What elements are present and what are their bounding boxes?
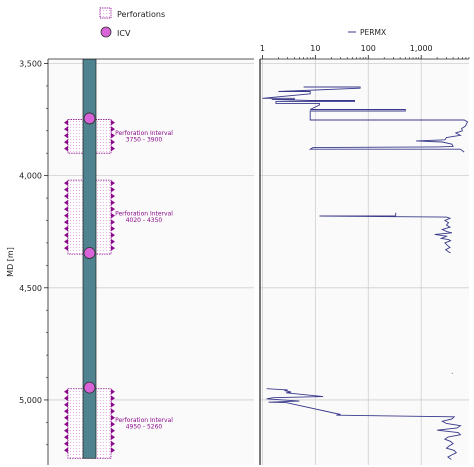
perforation-marker xyxy=(64,199,68,206)
perforation-marker xyxy=(64,388,68,395)
perforation-marker xyxy=(111,180,115,186)
perforation-marker xyxy=(64,232,68,238)
perforation-marker xyxy=(64,421,68,428)
perforation-marker xyxy=(111,132,115,139)
perforation-marker xyxy=(64,447,68,454)
perforation-label: Perforation Interval xyxy=(115,130,173,137)
perforation-marker xyxy=(111,225,115,232)
perforation-marker xyxy=(111,126,115,132)
permx-series-line xyxy=(262,86,469,153)
left-tick-label: 3,500 xyxy=(19,59,42,68)
x-tick-label: 10 xyxy=(310,44,320,53)
perforation-label: Perforation Interval xyxy=(115,417,173,424)
perforations-legend-label: Perforations xyxy=(117,10,165,19)
perforation-marker xyxy=(111,440,115,447)
perforation-marker xyxy=(111,193,115,199)
perforation-marker xyxy=(64,193,68,199)
right-axes: 1 10 100 1,000 xyxy=(259,44,470,465)
perforation-marker xyxy=(111,219,115,225)
perforation-marker xyxy=(64,408,68,415)
perforation-marker xyxy=(111,145,115,152)
perforation-marker xyxy=(64,440,68,447)
left-y-axis: 3,500 4,000 4,500 5,000 xyxy=(19,58,254,465)
perforation-marker xyxy=(111,139,115,145)
permx-series-line xyxy=(451,372,453,374)
perforation-marker xyxy=(111,395,115,402)
permx-plot-area xyxy=(262,86,469,460)
perforation-marker xyxy=(111,206,115,212)
icv-marker xyxy=(83,247,96,259)
x-tick-label: 1 xyxy=(260,44,265,53)
perforation-marker xyxy=(64,219,68,225)
perforation-marker xyxy=(111,401,115,408)
perforation-marker xyxy=(111,427,115,434)
perforation-marker xyxy=(64,186,68,193)
perforation-depth-label: 4020 - 4350 xyxy=(126,217,163,224)
perforation-marker xyxy=(64,132,68,139)
perforation-marker xyxy=(64,238,68,245)
icv-legend-marker xyxy=(100,26,112,38)
perforation-marker xyxy=(111,212,115,219)
perforation-marker xyxy=(111,119,115,126)
perforation-marker xyxy=(111,414,115,421)
perforation-marker xyxy=(111,199,115,206)
perforation-marker xyxy=(111,388,115,395)
perforation-label: Perforation Interval xyxy=(115,211,173,218)
icv-marker xyxy=(83,381,96,394)
permx-legend: PERMX xyxy=(348,28,386,37)
perforation-marker xyxy=(64,427,68,434)
perforation-marker xyxy=(64,414,68,421)
left-y-axis-label: MD [m] xyxy=(6,247,15,277)
perforation-marker xyxy=(64,225,68,232)
perforation-marker xyxy=(64,395,68,402)
right-gridlines xyxy=(260,59,469,465)
perforation-marker xyxy=(64,126,68,132)
perforation-marker xyxy=(64,401,68,408)
perforation-marker xyxy=(64,180,68,186)
perforation-marker xyxy=(64,119,68,126)
perforation-marker xyxy=(64,139,68,145)
perforations-legend: Perforations xyxy=(99,7,165,19)
perforations-legend-swatch xyxy=(99,7,112,19)
perforation-marker xyxy=(111,238,115,245)
perforation-marker xyxy=(64,206,68,212)
icv-marker xyxy=(83,112,96,125)
perforation-depth-label: 3750 - 3900 xyxy=(126,136,163,143)
permx-series-line xyxy=(266,388,462,460)
permx-legend-label: PERMX xyxy=(360,28,386,37)
perforation-marker xyxy=(64,212,68,219)
permx-series-line xyxy=(319,212,453,254)
perforation-marker xyxy=(111,232,115,238)
x-tick-label: 100 xyxy=(361,44,376,53)
perforation-marker xyxy=(64,245,68,251)
icv-legend-label: ICV xyxy=(117,29,131,38)
permx-panel: 1 10 100 1,000 PERMX xyxy=(259,28,470,465)
perforation-depth-label: 4950 - 5260 xyxy=(126,424,163,431)
icv-legend: ICV xyxy=(100,26,131,38)
perforation-marker xyxy=(111,434,115,441)
perforation-marker xyxy=(64,434,68,441)
left-tick-label: 4,500 xyxy=(19,284,42,293)
left-tick-label: 4,000 xyxy=(19,172,42,181)
perforation-marker xyxy=(111,245,115,251)
perforation-marker xyxy=(111,186,115,193)
perforation-marker xyxy=(111,421,115,428)
perforation-marker xyxy=(64,145,68,152)
left-tick-label: 5,000 xyxy=(19,396,42,405)
perforation-marker xyxy=(111,447,115,454)
perforation-marker xyxy=(111,408,115,415)
x-tick-label: 1,000 xyxy=(410,44,433,53)
